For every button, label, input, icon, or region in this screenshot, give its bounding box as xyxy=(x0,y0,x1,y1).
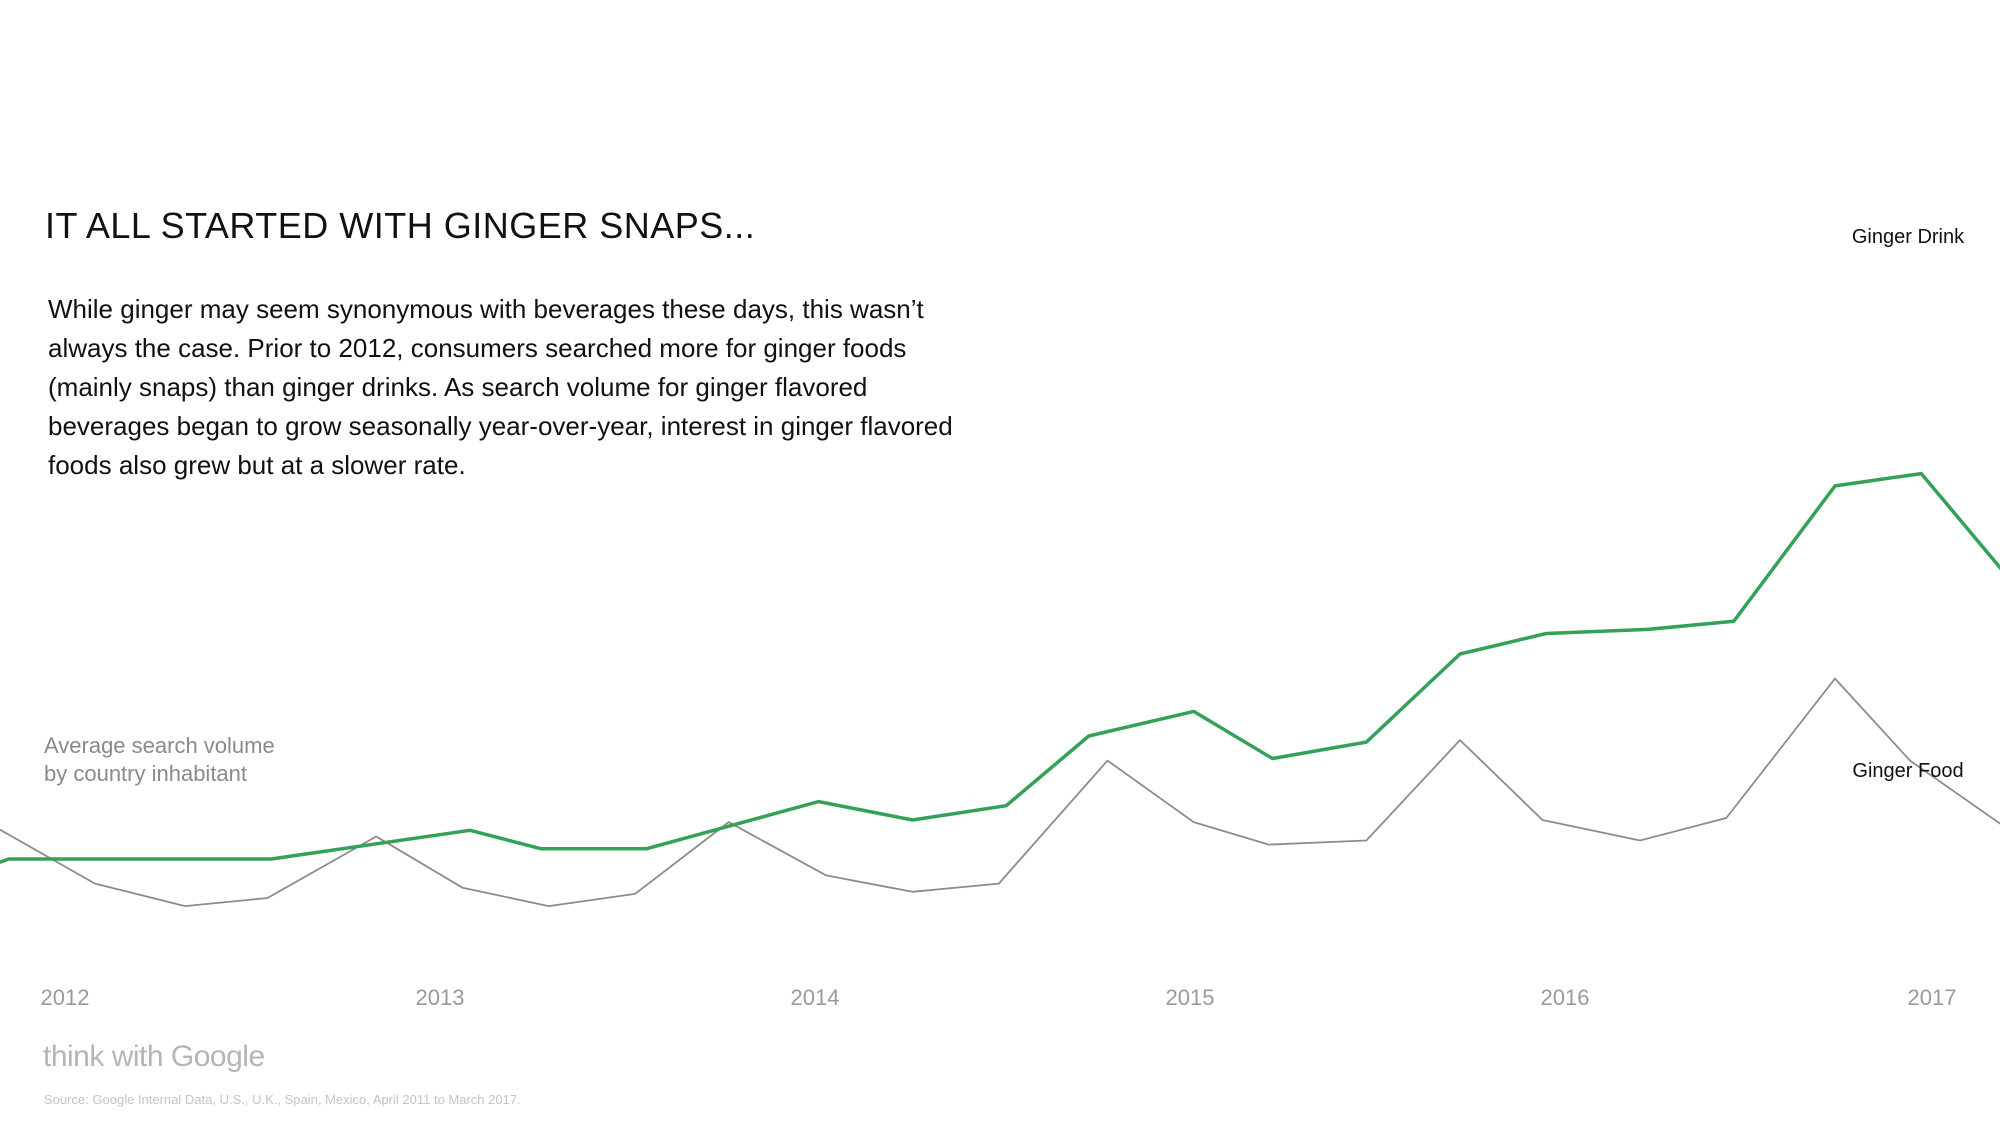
x-tick-label-2013: 2013 xyxy=(416,985,465,1010)
ginger-drink-series-label: Ginger Drink xyxy=(1852,226,1965,248)
ginger-drink-line xyxy=(0,471,2000,865)
x-tick-label-2016: 2016 xyxy=(1541,985,1590,1010)
y-axis-label-line-2: by country inhabitant xyxy=(44,761,248,786)
series-labels: Ginger Drink Ginger Food xyxy=(1852,226,1965,782)
y-axis-label: Average search volume by country inhabit… xyxy=(44,732,344,788)
description-text: While ginger may seem synonymous with be… xyxy=(48,294,953,480)
x-axis-ticks: 2012 2013 2014 2015 2016 2017 xyxy=(41,985,1957,1010)
x-tick-label-2017: 2017 xyxy=(1908,985,1957,1010)
ginger-food-series-label: Ginger Food xyxy=(1852,760,1963,782)
x-tick-label-2014: 2014 xyxy=(791,985,840,1010)
ginger-drink-layer xyxy=(0,471,2000,865)
ginger-food-line xyxy=(0,677,2000,907)
source-note: Source: Google Internal Data, U.S., U.K.… xyxy=(44,1092,521,1107)
y-axis-label-line-1: Average search volume xyxy=(44,733,275,758)
brand-logo-text: think with Google xyxy=(43,1040,265,1073)
ginger-food-layer xyxy=(0,677,2000,907)
x-tick-label-2015: 2015 xyxy=(1166,985,1215,1010)
x-tick-label-2012: 2012 xyxy=(41,985,90,1010)
page-title: IT ALL STARTED WITH GINGER SNAPS... xyxy=(45,205,756,246)
